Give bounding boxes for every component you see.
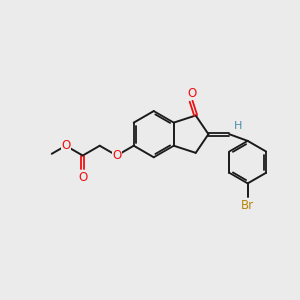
Text: methyl: methyl (50, 154, 55, 155)
Text: H: H (233, 121, 242, 131)
Text: O: O (112, 149, 122, 162)
Text: O: O (61, 139, 70, 152)
Text: O: O (187, 87, 196, 100)
Text: Br: Br (241, 199, 254, 212)
Text: O: O (78, 171, 87, 184)
